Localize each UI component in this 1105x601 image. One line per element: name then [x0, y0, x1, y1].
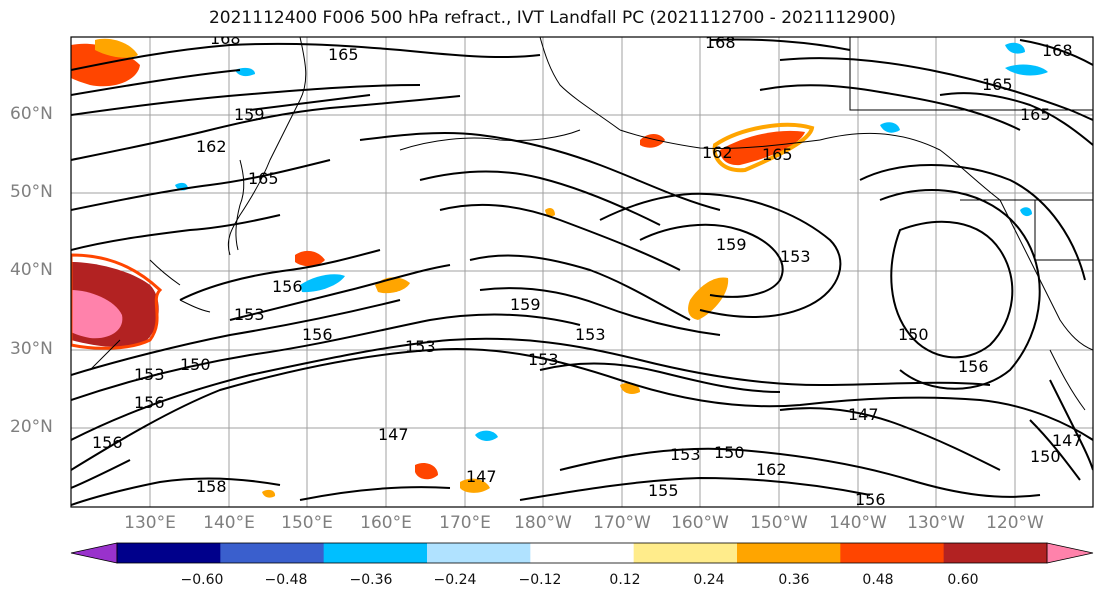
contour-label: 159 — [716, 235, 747, 254]
graticule — [71, 37, 1093, 507]
lat-label: 60°N — [10, 104, 53, 124]
shaded-anomalies — [71, 38, 1048, 498]
lon-label: 150°E — [281, 513, 333, 533]
contour-label: 153 — [780, 247, 811, 266]
lon-label: 160°E — [360, 513, 412, 533]
lon-label: 170°E — [439, 513, 491, 533]
colorbar-cell — [117, 543, 221, 563]
contour-label: 150 — [714, 443, 745, 462]
lon-label: 160°W — [671, 513, 729, 533]
colorbar-tick-label: −0.36 — [349, 572, 393, 588]
colorbar-cell — [323, 543, 428, 563]
lon-label: 120°W — [986, 513, 1044, 533]
contour-label: 147 — [466, 467, 497, 486]
contour-label: 168 — [705, 33, 736, 52]
contour-label: 150 — [898, 325, 929, 344]
colorbar-tick-label: −0.60 — [180, 572, 224, 588]
contour-label: 153 — [134, 365, 165, 384]
contour-label: 147 — [1052, 431, 1083, 450]
contour-label: 153 — [575, 325, 606, 344]
colorbar-tick-label: −0.48 — [264, 572, 308, 588]
contour-label: 165 — [248, 169, 279, 188]
lon-label: 170°W — [593, 513, 651, 533]
map-panel: 168 165 168 168 165 165 159 162 165 162 … — [71, 29, 1093, 509]
colorbar-tick-label: −0.24 — [433, 572, 477, 588]
colorbar-tick-label: 0.36 — [778, 572, 810, 588]
map-frame — [70, 36, 1094, 508]
colorbar-tick-label: 0.60 — [947, 572, 979, 588]
colorbar-cell — [840, 543, 945, 563]
contour-label-group: 168 165 168 168 165 165 159 162 165 162 … — [92, 29, 1083, 509]
colorbar-tick-label: 0.48 — [862, 572, 894, 588]
contour-label: 162 — [702, 143, 733, 162]
contour-label: 155 — [648, 481, 679, 500]
colorbar-cell — [530, 543, 635, 563]
colorbar-cell — [737, 543, 841, 563]
contour-label: 165 — [328, 45, 359, 64]
colorbar-cell — [633, 543, 738, 563]
lat-label: 30°N — [10, 339, 53, 359]
lat-label: 50°N — [10, 182, 53, 202]
contour-label: 150 — [1030, 447, 1061, 466]
contour-label: 165 — [982, 75, 1013, 94]
colorbar-cell — [943, 543, 1048, 563]
contour-label: 162 — [196, 137, 227, 156]
lon-label: 130°W — [907, 513, 965, 533]
contour-label: 156 — [302, 325, 333, 344]
contour-label: 168 — [210, 29, 241, 48]
lon-label: 150°W — [750, 513, 808, 533]
map-title: 2021112400 F006 500 hPa refract., IVT La… — [208, 8, 896, 28]
contour-label: 150 — [180, 355, 211, 374]
contour-label: 156 — [958, 357, 989, 376]
contour-label: 156 — [92, 433, 123, 452]
contour-label: 159 — [510, 295, 541, 314]
colorbar-tick-label: −0.12 — [518, 572, 562, 588]
lon-label: 130°E — [124, 513, 176, 533]
lon-label: 140°W — [829, 513, 887, 533]
colorbar-high-extension — [1046, 542, 1094, 564]
colorbar-cell — [427, 543, 531, 563]
contour-label: 156 — [855, 490, 886, 509]
contour-label: 153 — [234, 305, 265, 324]
colorbar-low-extension — [70, 542, 118, 564]
colorbar-tick-label: 0.12 — [609, 572, 641, 588]
lat-label: 40°N — [10, 260, 53, 280]
coastlines — [89, 37, 1093, 411]
contour-label: 165 — [1020, 105, 1051, 124]
lon-label: 140°E — [203, 513, 255, 533]
contour-label: 147 — [378, 425, 409, 444]
contour-label: 156 — [134, 393, 165, 412]
lon-label: 180°W — [514, 513, 572, 533]
contour-label: 153 — [670, 445, 701, 464]
contour-label: 168 — [1042, 41, 1073, 60]
lat-label: 20°N — [10, 417, 53, 437]
colorbar — [70, 542, 1094, 564]
contour-label: 162 — [756, 460, 787, 479]
contour-label: 153 — [528, 350, 559, 369]
contour-label: 147 — [848, 405, 879, 424]
contour-label: 158 — [196, 477, 227, 496]
refractivity-contours — [71, 38, 1093, 506]
colorbar-outline — [116, 542, 1048, 564]
colorbar-cell — [220, 543, 325, 563]
contour-label: 165 — [762, 145, 793, 164]
colorbar-tick-label: 0.24 — [693, 572, 725, 588]
contour-label: 156 — [272, 277, 303, 296]
contour-label: 153 — [405, 337, 436, 356]
contour-label: 159 — [234, 105, 265, 124]
